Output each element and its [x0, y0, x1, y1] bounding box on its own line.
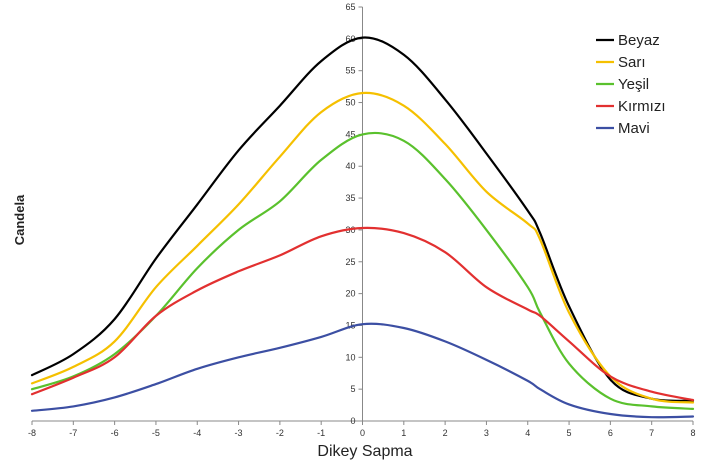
x-tick-label: 3: [484, 428, 489, 438]
x-tick-label: 0: [360, 428, 365, 438]
y-tick-label: 15: [345, 320, 355, 330]
y-tick-label: 5: [350, 384, 355, 394]
series-line-beyaz: [30, 36, 695, 402]
x-tick-label: -1: [317, 428, 325, 438]
x-tick-label: 2: [443, 428, 448, 438]
x-tick-label: 8: [690, 428, 695, 438]
x-tick-label: -8: [28, 428, 36, 438]
x-tick-label: 5: [567, 428, 572, 438]
x-tick-label: 4: [525, 428, 530, 438]
series-line-mavi: [30, 322, 695, 419]
y-tick-label: 35: [345, 193, 355, 203]
legend-label: Kırmızı: [618, 98, 666, 115]
series-line-sarı: [30, 91, 695, 404]
x-tick-label: -3: [235, 428, 243, 438]
y-tick-label: 55: [345, 66, 355, 76]
axes: -8 -7 -6 -5 -4 -3 -2 -1 0 1 2 3 4 5 6 7 8 05101520253035…: [28, 2, 696, 438]
x-tick-label: -7: [69, 428, 77, 438]
y-tick-label: 10: [345, 352, 355, 362]
legend-label: Beyaz: [618, 32, 660, 49]
series-lines: [30, 36, 695, 419]
y-axis-title: Candela: [12, 194, 27, 245]
x-tick-label: -5: [152, 428, 160, 438]
y-tick-label: 50: [345, 98, 355, 108]
legend-label: Yeşil: [618, 76, 649, 93]
legend-label: Mavi: [618, 120, 650, 137]
x-ticks: -8 -7 -6 -5 -4 -3 -2 -1 0 1 2 3 4 5 6 7 8: [28, 421, 696, 438]
legend: Beyaz Sarı Yeşil Kırmızı Mavi: [596, 32, 666, 137]
y-tick-label: 60: [345, 34, 355, 44]
legend-label: Sarı: [618, 54, 646, 71]
x-axis-title: Dikey Sapma: [317, 443, 412, 460]
x-tick-label: 1: [401, 428, 406, 438]
x-tick-label: 6: [608, 428, 613, 438]
y-tick-label: 25: [345, 257, 355, 267]
y-tick-label: 20: [345, 289, 355, 299]
x-tick-label: 7: [649, 428, 654, 438]
y-tick-label: 45: [345, 129, 355, 139]
y-tick-label: 40: [345, 161, 355, 171]
x-tick-label: -2: [276, 428, 284, 438]
x-tick-label: -6: [111, 428, 119, 438]
y-tick-label: 0: [350, 416, 355, 426]
x-tick-label: -4: [193, 428, 201, 438]
y-tick-label: 65: [345, 2, 355, 12]
series-line-kırmızı: [30, 226, 695, 402]
